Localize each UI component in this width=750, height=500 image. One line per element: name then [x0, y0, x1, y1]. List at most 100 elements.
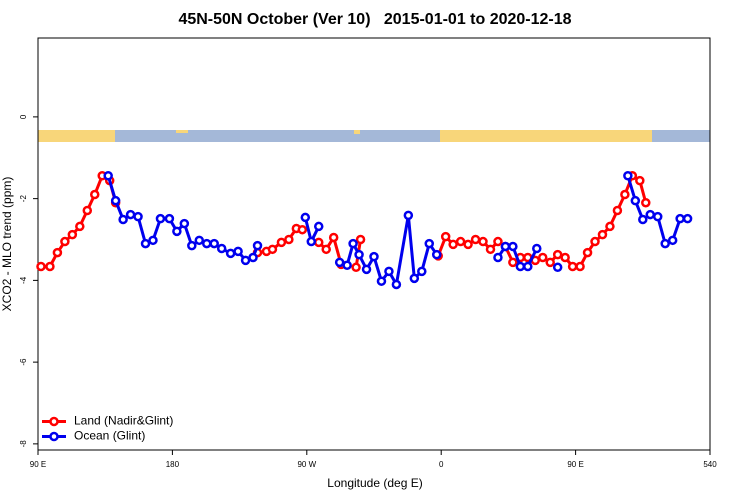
data-point — [52, 247, 63, 258]
x-axis-label: Longitude (deg E) — [327, 476, 422, 490]
data-point — [470, 234, 481, 245]
data-point — [391, 279, 402, 290]
data-point — [342, 260, 352, 271]
y-tick-label: -2 — [19, 195, 28, 203]
x-tick-label: 180 — [166, 460, 180, 469]
data-point — [652, 211, 663, 222]
data-point — [376, 276, 387, 286]
data-point — [463, 239, 473, 250]
data-point — [605, 221, 615, 232]
data-point — [103, 170, 113, 181]
y-tick-label: -6 — [19, 358, 28, 366]
data-point — [334, 257, 345, 268]
data-point — [552, 249, 563, 260]
data-point — [67, 229, 78, 240]
x-tick-label: 540 — [703, 460, 717, 469]
data-point — [682, 213, 693, 224]
y-tick-label: 0 — [19, 114, 28, 119]
x-tick-label: 90 E — [567, 460, 583, 469]
legend-label: Land (Nadir&Glint) — [74, 414, 173, 428]
data-point — [354, 249, 364, 260]
data-point — [620, 189, 630, 200]
data-point — [313, 237, 324, 248]
data-point — [155, 213, 166, 224]
data-point — [267, 244, 278, 255]
data-point — [133, 211, 143, 222]
data-point — [369, 251, 379, 262]
data-point — [348, 238, 358, 249]
data-point — [36, 261, 46, 272]
land-band — [440, 130, 652, 142]
x-tick-label: 90 W — [297, 460, 316, 469]
data-point — [660, 238, 670, 249]
data-point — [252, 240, 263, 251]
chart-title: 45N-50N October (Ver 10) 2015-01-01 to 2… — [178, 11, 571, 28]
data-point — [187, 240, 197, 251]
data-point — [532, 243, 542, 254]
data-point — [485, 244, 496, 255]
data-point — [355, 234, 366, 245]
data-point — [448, 239, 458, 250]
data-point — [313, 221, 324, 232]
data-point — [630, 195, 641, 206]
data-point — [60, 236, 70, 247]
data-point — [500, 241, 511, 252]
data-point — [560, 252, 570, 263]
data-point — [424, 238, 435, 249]
data-point — [140, 238, 151, 249]
data-point — [508, 257, 518, 268]
data-point — [164, 213, 175, 224]
land-band — [176, 130, 188, 133]
data-point — [194, 235, 205, 246]
data-point — [545, 257, 555, 268]
data-point — [328, 232, 339, 243]
data-point — [233, 246, 243, 257]
data-point — [361, 264, 372, 275]
y-tick-label: -4 — [19, 276, 28, 284]
data-point — [179, 218, 190, 229]
data-point — [201, 238, 212, 249]
legend-marker — [49, 416, 59, 427]
data-point — [284, 234, 294, 245]
data-point — [118, 214, 128, 225]
data-point — [417, 266, 427, 277]
data-point — [125, 209, 136, 220]
data-point — [148, 235, 158, 246]
data-point — [675, 213, 685, 224]
data-point — [493, 236, 503, 247]
data-point — [209, 238, 219, 249]
data-point — [248, 252, 258, 263]
data-point — [276, 237, 287, 248]
data-point — [172, 226, 182, 237]
data-point — [82, 205, 93, 216]
data-point — [635, 175, 645, 186]
data-point — [537, 252, 548, 263]
data-point — [641, 197, 651, 208]
data-point — [403, 210, 414, 221]
data-point — [306, 236, 317, 247]
data-point — [351, 262, 361, 273]
data-point — [455, 236, 466, 247]
data-point — [440, 231, 451, 242]
data-point — [638, 214, 648, 225]
series-line — [106, 175, 688, 286]
data-point — [582, 247, 593, 258]
data-point — [45, 261, 55, 272]
y-tick-label: -8 — [19, 440, 28, 448]
data-point — [623, 170, 633, 181]
land-ocean-strip — [38, 130, 710, 142]
data-point — [216, 243, 227, 254]
data-point — [645, 209, 656, 220]
data-point — [667, 235, 678, 246]
plot-frame — [37, 37, 711, 451]
data-point — [508, 241, 518, 252]
data-point — [89, 189, 100, 200]
data-point — [225, 248, 236, 259]
data-point — [493, 252, 503, 263]
data-point — [612, 205, 623, 216]
data-point — [300, 212, 311, 223]
land-band — [38, 130, 115, 142]
data-point — [597, 229, 608, 240]
x-tick-label: 90 E — [30, 460, 46, 469]
data-point — [384, 266, 394, 277]
